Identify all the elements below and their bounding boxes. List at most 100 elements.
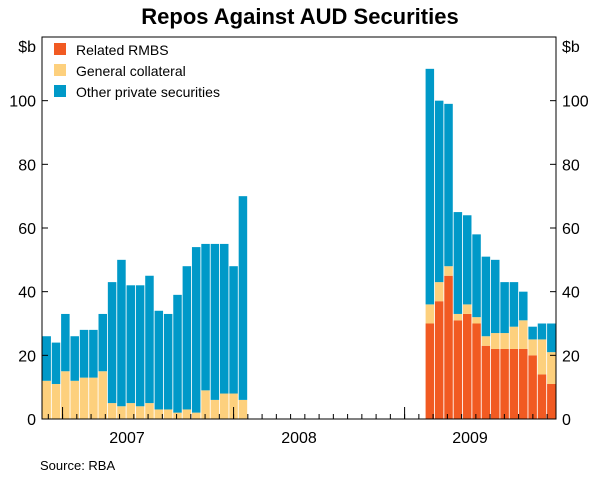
- bar-segment-2-7: [107, 282, 117, 404]
- bar-segment-1-1: [51, 383, 61, 419]
- bar-segment-1-8: [117, 406, 126, 419]
- bar-segment-2-1: [51, 342, 61, 384]
- bar-segment-1-4: [79, 377, 89, 419]
- y-tick-label-left: 60: [18, 221, 36, 238]
- bar-segment-2-54: [547, 323, 556, 353]
- y-tick-label-right: 20: [562, 348, 580, 365]
- bar-segment-0-47: [481, 345, 491, 419]
- bar-segment-0-49: [500, 348, 509, 419]
- bar-segment-1-45: [462, 304, 472, 314]
- bar-segment-1-12: [154, 409, 164, 419]
- bar-segment-1-16: [191, 412, 201, 419]
- bar-segment-0-41: [425, 323, 435, 419]
- bar-segment-2-45: [462, 215, 472, 305]
- bar-segment-2-20: [229, 266, 238, 394]
- bar-segment-1-19: [219, 393, 229, 419]
- bar-segment-2-5: [89, 329, 98, 378]
- bar-segment-2-48: [491, 259, 500, 334]
- bar-segment-2-0: [42, 336, 51, 381]
- bar-segment-0-52: [528, 355, 537, 419]
- bar-segment-2-15: [182, 266, 192, 410]
- legend-swatch-0: [54, 43, 66, 55]
- bar-segment-0-46: [472, 323, 481, 419]
- y-tick-label-left: 80: [18, 157, 36, 174]
- bar-segment-1-53: [537, 339, 547, 375]
- legend: Related RMBS General collateral Other priv…: [54, 42, 220, 100]
- bar-segment-2-41: [425, 68, 435, 305]
- bar-segment-1-47: [481, 336, 491, 346]
- bar-segment-1-11: [145, 403, 154, 419]
- bar-segment-1-2: [61, 371, 70, 419]
- y-tick-label-right: 100: [562, 94, 589, 111]
- bar-segment-2-43: [444, 103, 453, 267]
- y-tick-label-left: 100: [9, 94, 36, 111]
- bar-segment-1-46: [472, 317, 481, 324]
- bar-segment-0-53: [537, 374, 547, 419]
- y-unit-left: $b: [18, 39, 36, 56]
- y-unit-right: $b: [562, 39, 580, 56]
- bar-segment-1-52: [528, 339, 537, 356]
- y-tick-label-left: 20: [18, 348, 36, 365]
- bar-segment-1-43: [444, 266, 453, 276]
- legend-label-0: Related RMBS: [76, 42, 169, 58]
- bar-segment-1-42: [434, 282, 444, 302]
- bar-segment-1-44: [453, 313, 463, 321]
- bar-segment-0-51: [519, 348, 528, 419]
- bar-segment-2-49: [500, 282, 509, 334]
- bar-segment-2-12: [154, 310, 164, 410]
- bar-segment-1-0: [42, 380, 51, 419]
- bar-segment-2-53: [537, 323, 547, 340]
- bar-segment-1-49: [500, 333, 509, 349]
- legend-label-2: Other private securities: [76, 84, 220, 100]
- x-year-label: 2009: [452, 430, 488, 447]
- x-year-label: 2007: [109, 430, 145, 447]
- bar-segment-2-4: [79, 329, 89, 378]
- bar-segment-1-14: [173, 412, 182, 419]
- bar-segment-1-7: [107, 403, 117, 419]
- bar-segment-2-50: [509, 282, 519, 327]
- y-tick-label-left: 0: [27, 412, 36, 429]
- bar-segment-1-15: [182, 409, 192, 419]
- bar-segment-2-11: [145, 275, 154, 404]
- bar-segment-2-18: [210, 243, 220, 400]
- bars-layer: [42, 68, 556, 419]
- legend-swatch-1: [54, 64, 66, 76]
- bar-segment-0-45: [462, 313, 472, 419]
- legend-swatch-2: [54, 85, 66, 97]
- bar-segment-1-20: [229, 393, 238, 419]
- bar-segment-0-43: [444, 275, 453, 419]
- bar-segment-2-16: [191, 247, 201, 413]
- bar-segment-2-21: [238, 196, 248, 400]
- bar-segment-2-6: [98, 313, 107, 372]
- bar-segment-1-21: [238, 399, 248, 419]
- bar-segment-1-51: [519, 320, 528, 349]
- bar-segment-2-2: [61, 313, 70, 372]
- bar-segment-0-54: [547, 383, 556, 419]
- x-year-label: 2008: [281, 430, 317, 447]
- bar-segment-1-3: [70, 380, 79, 419]
- bar-segment-1-18: [210, 399, 220, 419]
- y-tick-label-right: 60: [562, 221, 580, 238]
- bar-segment-1-6: [98, 371, 107, 419]
- bar-segment-1-5: [89, 377, 98, 419]
- bar-segment-2-51: [519, 291, 528, 321]
- bar-segment-2-10: [135, 285, 145, 407]
- bar-segment-2-19: [219, 243, 229, 394]
- bar-segment-2-46: [472, 234, 481, 318]
- legend-label-1: General collateral: [76, 63, 186, 79]
- chart-title: Repos Against AUD Securities: [141, 4, 459, 29]
- bar-segment-1-10: [135, 406, 145, 419]
- y-tick-label-right: 40: [562, 285, 580, 302]
- bar-segment-2-44: [453, 212, 463, 314]
- axes-layer: 0 0 20 20 40 40 60 60 80 80 100 100 $b $b 2007 2008 2009: [9, 36, 589, 447]
- bar-segment-2-17: [201, 243, 210, 391]
- bar-segment-1-41: [425, 304, 435, 324]
- bar-segment-0-50: [509, 348, 519, 419]
- y-tick-label-right: 0: [562, 412, 571, 429]
- bar-segment-2-8: [117, 259, 126, 407]
- bar-segment-2-13: [163, 313, 173, 410]
- bar-segment-0-44: [453, 320, 463, 419]
- source-note: Source: RBA: [40, 458, 116, 473]
- bar-segment-1-54: [547, 352, 556, 384]
